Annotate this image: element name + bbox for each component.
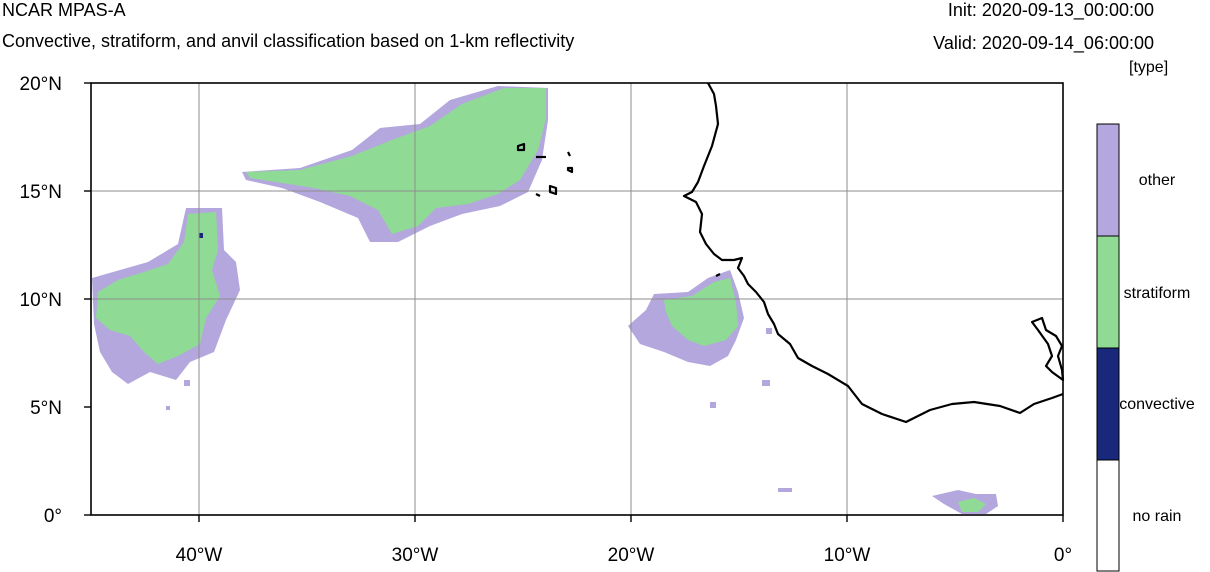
colorbar-units: [type] [1129, 59, 1169, 76]
colorbar-swatch-convective [1097, 348, 1119, 460]
colorbar [1096, 123, 1120, 572]
lat-tick-label: 15°N [20, 182, 62, 203]
stratiform-region [246, 88, 546, 234]
tick-marks [84, 82, 1064, 522]
lon-tick-label: 0° [1054, 545, 1072, 566]
stratiform-region [664, 278, 738, 346]
init-time: Init: 2020-09-13_00:00:00 [947, 0, 1154, 20]
coastline [516, 82, 1065, 424]
colorbar-frame [1096, 123, 1120, 572]
lon-tick-label: 30°W [392, 545, 439, 566]
colorbar-swatch-no-rain [1097, 460, 1119, 572]
gridlines [91, 83, 1063, 515]
other-region [710, 402, 716, 408]
lat-tick-label: 10°N [20, 290, 62, 311]
other-region [778, 488, 792, 492]
convective-cell [199, 233, 203, 238]
other-region [762, 380, 770, 386]
lat-tick-label: 5°N [30, 398, 62, 419]
lat-tick-label: 20°N [20, 74, 62, 95]
stratiform-region [96, 212, 220, 364]
colorbar-swatch-other [1097, 124, 1119, 236]
lon-tick-labels: 40°W 30°W 20°W 10°W 0° [176, 545, 1072, 566]
other-region [184, 380, 190, 386]
colorbar-label-convective: convective [1119, 396, 1195, 413]
stratiform-region [958, 498, 986, 512]
precip-areas [92, 86, 998, 514]
colorbar-swatch-stratiform [1097, 236, 1119, 348]
map-subtitle: Convective, stratiform, and anvil classi… [2, 31, 575, 51]
lat-tick-labels: 20°N 15°N 10°N 5°N 0° [20, 74, 62, 527]
other-region [166, 406, 170, 410]
lon-tick-label: 10°W [824, 545, 871, 566]
colorbar-label-stratiform: stratiform [1123, 285, 1191, 302]
lon-tick-label: 40°W [176, 545, 223, 566]
colorbar-label-no-rain: no rain [1132, 508, 1182, 525]
colorbar-label-other: other [1138, 172, 1176, 189]
lon-tick-label: 20°W [608, 545, 655, 566]
valid-time: Valid: 2020-09-14_06:00:00 [933, 33, 1154, 53]
map-title: NCAR MPAS-A [2, 0, 126, 20]
lat-tick-label: 0° [44, 506, 62, 527]
other-region [766, 328, 772, 334]
